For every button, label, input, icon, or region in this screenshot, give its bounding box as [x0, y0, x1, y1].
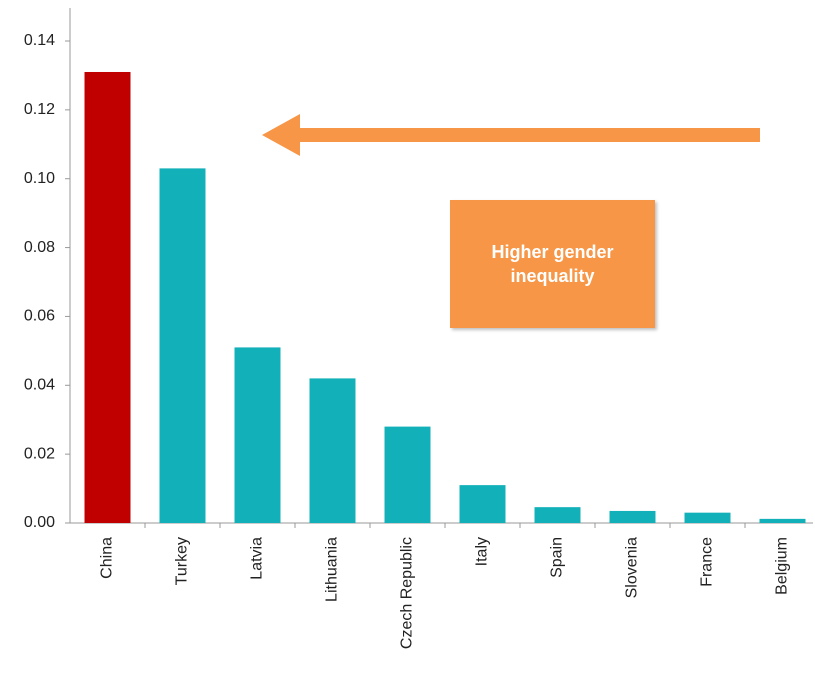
x-tick-label: Slovenia [624, 537, 641, 598]
x-tick-label: Italy [474, 537, 491, 566]
x-tick-label: Lithuania [324, 537, 341, 602]
y-tick-label: 0.02 [24, 445, 55, 462]
annotation: Higher gender inequality [450, 200, 655, 328]
bar [384, 426, 431, 523]
x-tick-label: Czech Republic [399, 537, 416, 649]
bar [609, 510, 656, 523]
bar [759, 518, 806, 523]
bar [459, 485, 506, 523]
y-tick-label: 0.14 [24, 32, 55, 49]
x-tick-label: China [99, 537, 116, 579]
arrow-head [262, 114, 300, 156]
x-tick-label: Belgium [774, 537, 791, 595]
y-tick-label: 0.12 [24, 101, 55, 118]
bar [84, 71, 131, 523]
y-tick-label: 0.06 [24, 308, 55, 325]
x-tick-label: Turkey [174, 537, 191, 585]
bar [159, 168, 206, 523]
y-tick-label: 0.00 [24, 514, 55, 531]
x-tick-label: France [699, 537, 716, 587]
bar [534, 507, 581, 523]
bar [234, 347, 281, 523]
y-tick-label: 0.04 [24, 377, 55, 394]
bar [684, 512, 731, 523]
x-tick-label: Spain [549, 537, 566, 578]
bar [309, 378, 356, 523]
y-tick-label: 0.10 [24, 170, 55, 187]
y-tick-label: 0.08 [24, 239, 55, 256]
x-tick-label: Latvia [249, 537, 266, 580]
